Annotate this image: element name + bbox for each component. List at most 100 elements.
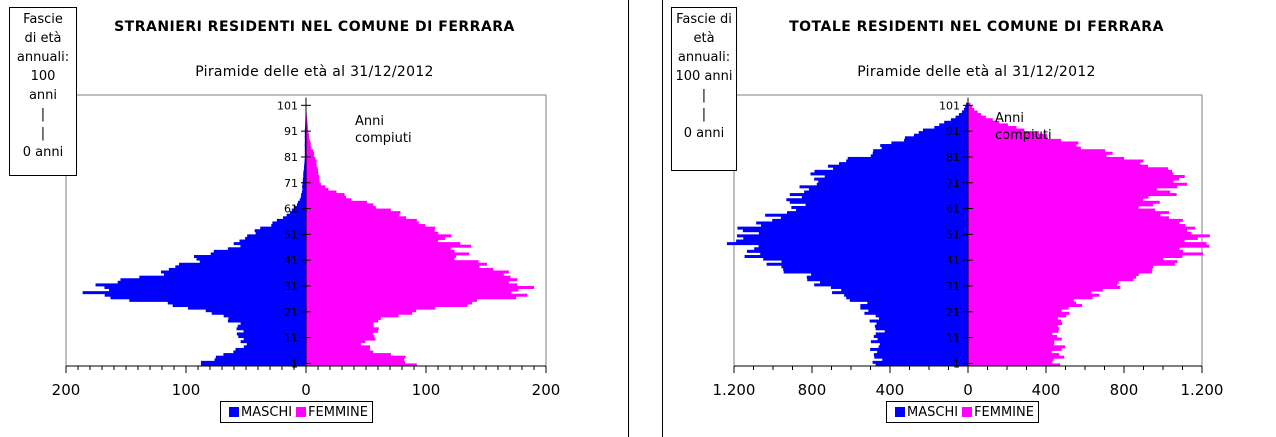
bar-maschi	[227, 247, 306, 251]
bar-femmine	[306, 347, 370, 351]
bar-maschi	[117, 280, 306, 284]
bar-femmine	[306, 255, 456, 258]
bar-maschi	[236, 332, 306, 336]
bar-femmine	[306, 156, 316, 160]
legend-label-maschi: MASCHI	[907, 404, 959, 420]
bar-femmine	[306, 252, 470, 256]
y-tick-label: 51	[284, 228, 298, 241]
bar-femmine	[968, 363, 1061, 367]
bar-maschi	[302, 177, 306, 181]
bar-femmine	[968, 154, 1107, 158]
agebox-line: anni	[28, 88, 58, 103]
bar-maschi	[104, 293, 307, 297]
bar-femmine	[968, 146, 1081, 150]
x-tick-label: 1.200	[1181, 381, 1224, 399]
bar-maschi	[847, 156, 968, 160]
bar-maschi	[236, 327, 306, 331]
bar-maschi	[299, 198, 306, 202]
bar-maschi	[806, 275, 968, 279]
bar-femmine	[306, 231, 439, 235]
bar-maschi	[811, 273, 968, 277]
x-tick-label: 800	[798, 381, 827, 399]
bar-maschi	[247, 234, 306, 238]
y-tick-label: 71	[946, 177, 960, 190]
bar-maschi	[958, 113, 968, 117]
bar-femmine	[306, 154, 315, 158]
bar-maschi	[301, 190, 306, 194]
bar-maschi	[304, 154, 306, 158]
y-tick-label: 1	[291, 357, 298, 370]
bar-maschi	[965, 105, 968, 109]
pyramid-chart-totale: 1.200 800 400 0 400 800 1.20011121314151617181…	[713, 94, 1224, 399]
legend-label-maschi: MASCHI	[241, 404, 293, 420]
annotation-line: Anni	[355, 114, 384, 129]
bar-maschi	[240, 322, 306, 326]
bar-maschi	[297, 200, 306, 204]
bar-femmine	[306, 327, 379, 331]
bar-femmine	[306, 278, 518, 282]
bar-femmine	[306, 340, 366, 344]
bar-maschi	[870, 347, 968, 351]
bar-maschi	[904, 138, 968, 142]
bar-femmine	[306, 304, 468, 308]
bar-femmine	[968, 355, 1065, 359]
bar-maschi	[880, 144, 968, 148]
bar-maschi	[109, 288, 307, 292]
bar-femmine	[968, 288, 1103, 292]
bar-femmine	[968, 198, 1144, 202]
bar-maschi	[243, 329, 306, 333]
bar-femmine	[968, 115, 986, 119]
bar-femmine	[968, 298, 1074, 302]
bar-femmine	[968, 337, 1062, 341]
frame-divider	[628, 0, 629, 437]
bar-femmine	[306, 175, 320, 178]
bar-maschi	[215, 355, 306, 359]
bar-femmine	[968, 311, 1070, 315]
bar-femmine	[306, 162, 317, 166]
bar-maschi	[304, 159, 306, 163]
bar-maschi	[810, 172, 968, 176]
bar-femmine	[968, 335, 1057, 339]
bar-femmine	[968, 203, 1154, 207]
bar-femmine	[306, 358, 405, 362]
legend-swatch-maschi	[895, 407, 905, 417]
bar-maschi	[139, 275, 306, 279]
bar-femmine	[306, 195, 346, 199]
bar-maschi	[874, 355, 968, 359]
bar-femmine	[968, 144, 1077, 148]
bar-femmine	[968, 247, 1180, 251]
bar-maschi	[961, 110, 968, 114]
bar-femmine	[306, 314, 399, 318]
bar-femmine	[306, 120, 308, 124]
bar-femmine	[968, 169, 1173, 173]
bar-femmine	[306, 159, 317, 163]
bar-femmine	[306, 138, 310, 142]
bar-maschi	[300, 195, 306, 199]
bar-femmine	[968, 208, 1156, 212]
y-tick-label: 61	[946, 203, 960, 216]
y-tick-label: 81	[284, 151, 298, 164]
bar-femmine	[968, 226, 1196, 230]
bar-femmine	[306, 208, 391, 212]
bar-maschi	[304, 156, 306, 160]
bar-femmine	[306, 283, 518, 287]
bar-maschi	[966, 102, 968, 106]
bar-maschi	[882, 358, 968, 362]
bar-femmine	[968, 262, 1175, 266]
bar-femmine	[306, 355, 406, 359]
bar-femmine	[306, 311, 413, 315]
annotation-line: Anni	[995, 111, 1024, 126]
bar-maschi	[884, 329, 968, 333]
bar-maschi	[255, 231, 306, 235]
bar-femmine	[968, 296, 1093, 300]
bar-maschi	[814, 177, 968, 181]
bar-femmine	[306, 187, 329, 191]
bar-femmine	[968, 164, 1149, 168]
bar-femmine	[306, 301, 473, 305]
chart-panel-totale: 1.200 800 400 0 400 800 1.200 1 11 21 31 41 51 61 71 81…	[662, 0, 1276, 437]
bar-femmine	[306, 226, 436, 230]
bar-femmine	[306, 211, 401, 215]
bar-femmine	[968, 345, 1066, 349]
bar-femmine	[968, 278, 1134, 282]
bar-femmine	[968, 205, 1139, 209]
